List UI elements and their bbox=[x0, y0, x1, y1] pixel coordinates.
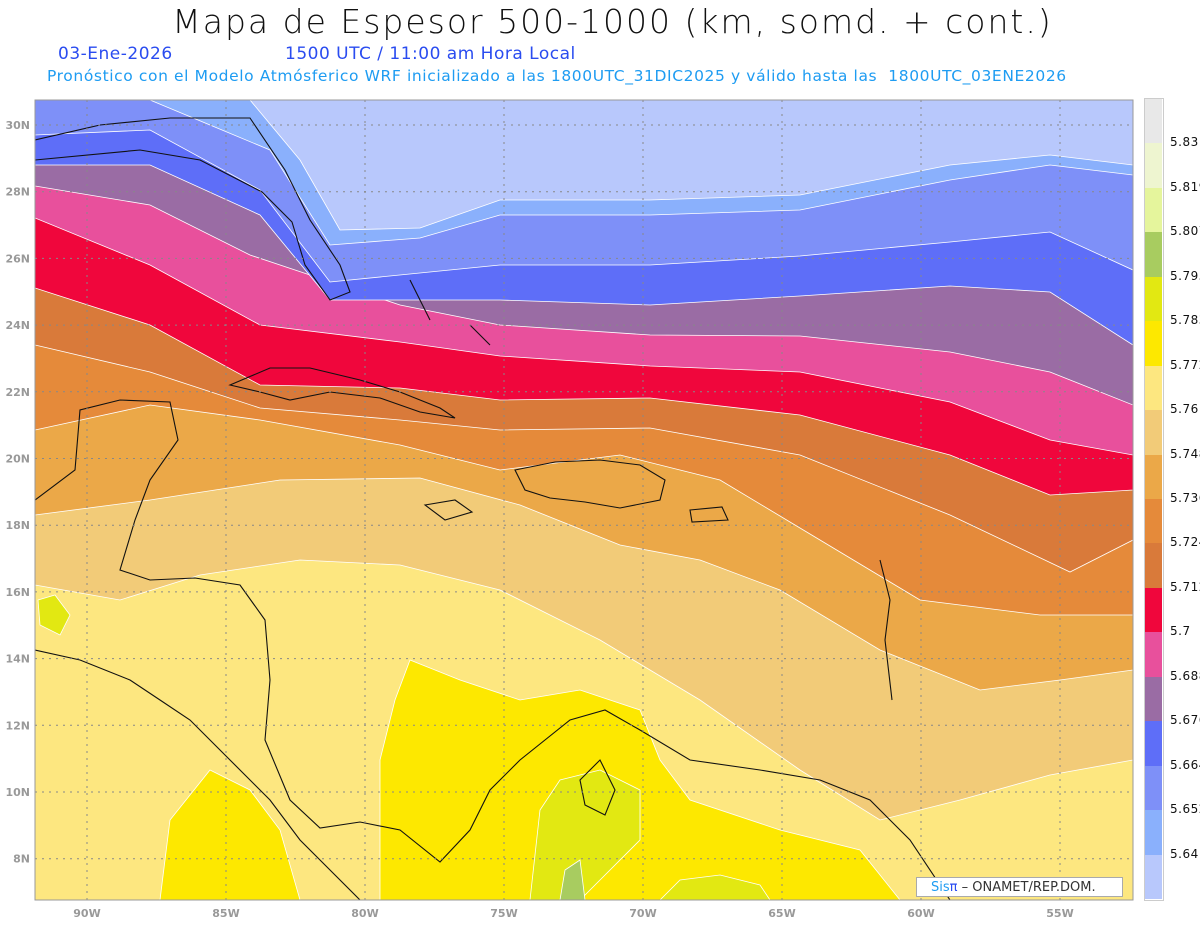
colorbar-label: 5.7 bbox=[1170, 624, 1191, 639]
credit-logo-sis: Sis bbox=[931, 880, 950, 895]
colorbar-label: 5.652 bbox=[1170, 802, 1200, 817]
colorbar-swatch bbox=[1145, 410, 1162, 456]
colorbar-swatch bbox=[1145, 543, 1162, 589]
lon-label: 55W bbox=[1046, 907, 1073, 920]
model-info: Pronóstico con el Modelo Atmósferico WRF… bbox=[47, 67, 1067, 85]
lat-label: 16N bbox=[5, 586, 30, 599]
credit-text: – ONAMET/REP.DOM. bbox=[957, 880, 1096, 895]
lon-label: 75W bbox=[490, 907, 517, 920]
colorbar-swatch bbox=[1145, 276, 1162, 322]
lon-label: 80W bbox=[351, 907, 378, 920]
colorbar-swatch bbox=[1145, 632, 1162, 678]
lat-label: 24N bbox=[5, 319, 30, 332]
thickness-max-region bbox=[529, 769, 641, 900]
lon-label: 65W bbox=[768, 907, 795, 920]
coastline bbox=[35, 117, 351, 301]
lat-label: 18N bbox=[5, 519, 30, 532]
colorbar-swatch bbox=[1145, 143, 1162, 189]
lat-label: 8N bbox=[13, 853, 30, 866]
map-frame bbox=[34, 99, 1134, 901]
lat-label: 22N bbox=[5, 386, 30, 399]
colorbar-swatch bbox=[1145, 765, 1162, 811]
colorbar-swatch bbox=[1145, 321, 1162, 367]
colorbar-label: 5.783 bbox=[1170, 313, 1200, 328]
colorbar-label: 5.819 bbox=[1170, 179, 1200, 194]
lat-label: 28N bbox=[5, 186, 30, 199]
colorbar-frame bbox=[1144, 98, 1164, 901]
thickness-max-region bbox=[37, 594, 71, 636]
coastline bbox=[579, 759, 616, 816]
lon-label: 85W bbox=[212, 907, 239, 920]
colorbar-label: 5.64 bbox=[1170, 846, 1199, 861]
colorbar-label: 5.76 bbox=[1170, 402, 1199, 417]
map-title: Mapa de Espesor 500-1000 (km, somd. + co… bbox=[172, 2, 1053, 41]
lat-label: 14N bbox=[5, 653, 30, 666]
colorbar-swatch bbox=[1145, 854, 1162, 900]
thickness-max-region bbox=[159, 769, 301, 900]
thickness-max-region bbox=[379, 659, 901, 900]
colorbar-swatch bbox=[1145, 365, 1162, 411]
colorbar-swatch bbox=[1145, 187, 1162, 233]
coastline bbox=[35, 649, 361, 900]
colorbar-swatch bbox=[1145, 810, 1162, 856]
colorbar-swatch bbox=[1145, 99, 1162, 144]
coastlines bbox=[35, 117, 951, 900]
colorbar-swatch bbox=[1145, 454, 1162, 500]
lon-label: 60W bbox=[907, 907, 934, 920]
forecast-date: 03-Ene-2026 bbox=[58, 44, 173, 64]
credit-box: Sisπ – ONAMET/REP.DOM. bbox=[916, 877, 1123, 897]
colorbar-label: 5.676 bbox=[1170, 713, 1200, 728]
forecast-time: 1500 UTC / 11:00 am Hora Local bbox=[285, 44, 576, 64]
colorbar-label: 5.688 bbox=[1170, 668, 1200, 683]
colorbar-swatch bbox=[1145, 232, 1162, 278]
thickness-band bbox=[35, 100, 1133, 231]
lat-label: 12N bbox=[5, 719, 30, 732]
lat-label: 20N bbox=[5, 453, 30, 466]
colorbar-label: 5.736 bbox=[1170, 491, 1200, 505]
colorbar-swatch bbox=[1145, 676, 1162, 722]
lon-label: 90W bbox=[73, 907, 100, 920]
coastline bbox=[409, 279, 893, 701]
coastline bbox=[35, 399, 951, 900]
colorbar-label: 5.772 bbox=[1170, 357, 1200, 372]
colorbar-label: 5.807 bbox=[1170, 224, 1200, 239]
lon-label: 70W bbox=[629, 907, 656, 920]
colorbar-label: 5.712 bbox=[1170, 579, 1200, 594]
colorbar-swatch bbox=[1145, 721, 1162, 767]
colorbar-label: 5.795 bbox=[1170, 268, 1200, 283]
colorbar-label: 5.724 bbox=[1170, 535, 1200, 550]
lat-label: 26N bbox=[5, 252, 30, 265]
colorbar-label: 5.664 bbox=[1170, 757, 1200, 772]
colorbar-swatch bbox=[1145, 499, 1162, 544]
thickness-max-region bbox=[659, 874, 771, 900]
thickness-bands bbox=[35, 100, 1133, 900]
thickness-max-region bbox=[559, 859, 586, 900]
coastline bbox=[514, 459, 666, 509]
credit-logo-pi: π bbox=[949, 880, 958, 895]
coastline bbox=[423, 499, 474, 521]
coastline bbox=[228, 367, 456, 419]
axis-labels: 30N 28N 26N 24N 22N 20N 18N 16N 14N 12N 10N 8N 90W 85… bbox=[5, 119, 1073, 920]
colorbar-label: 5.831 bbox=[1170, 135, 1200, 150]
lat-label: 10N bbox=[5, 786, 30, 799]
colorbar-swatch bbox=[1145, 587, 1162, 633]
graticule bbox=[35, 100, 1133, 900]
colorbar-label: 5.748 bbox=[1170, 446, 1200, 461]
coastline bbox=[689, 506, 729, 523]
lat-label: 30N bbox=[5, 119, 30, 132]
